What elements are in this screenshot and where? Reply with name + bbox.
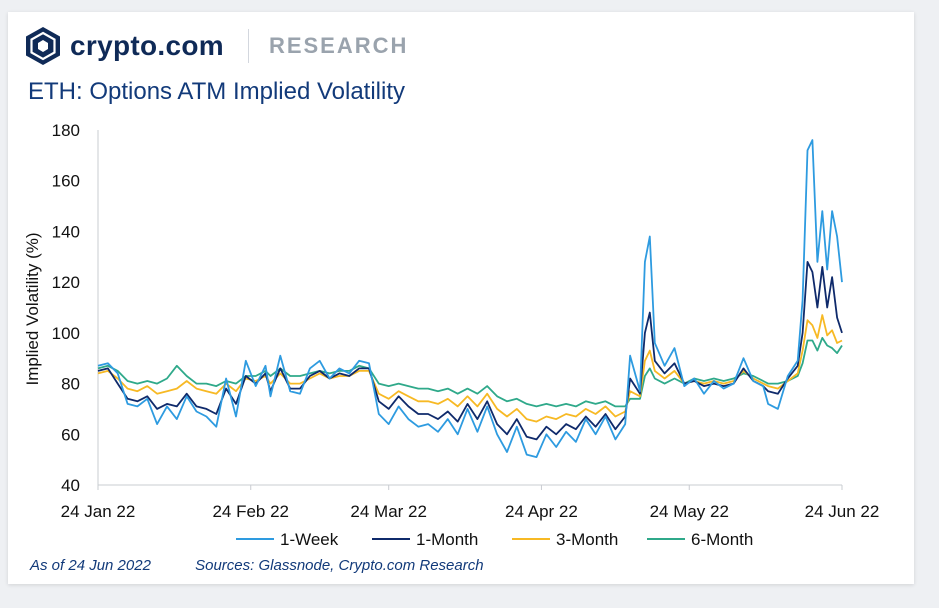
y-tick-label: 120 xyxy=(52,273,80,292)
legend-label: 3-Month xyxy=(556,530,618,549)
series-line-1-week xyxy=(97,139,843,458)
as-of-note: As of 24 Jun 2022 xyxy=(30,557,151,574)
line-chart: 40 60 80 100 120 140 160 180 24 Jan 22 24 Feb 22… xyxy=(23,121,880,549)
legend-item-1-week: 1-Week xyxy=(236,530,339,549)
header-divider xyxy=(247,29,249,63)
brand-name: crypto.com xyxy=(70,30,224,61)
research-label: RESEARCH xyxy=(268,33,409,58)
series-line-6-month xyxy=(97,337,843,408)
chart-card: crypto.com RESEARCH ETH: Options ATM Imp… xyxy=(8,12,914,584)
chart-title: ETH: Options ATM Implied Volatility xyxy=(28,78,406,105)
y-axis-label: Implied Volatility (%) xyxy=(23,232,42,385)
legend-label: 6-Month xyxy=(691,530,753,549)
y-tick-label: 80 xyxy=(61,375,80,394)
legend-label: 1-Month xyxy=(416,530,478,549)
legend-item-6-month: 6-Month xyxy=(647,530,753,549)
brand-header: crypto.com RESEARCH xyxy=(24,24,408,68)
y-tick-label: 100 xyxy=(52,324,80,343)
series-line-3-month xyxy=(97,314,843,423)
y-tick-label: 60 xyxy=(61,425,80,444)
legend: 1-Week 1-Month 3-Month 6-Month xyxy=(236,530,753,549)
x-axis: 24 Jan 22 24 Feb 22 24 Mar 22 24 Apr 22 24 M… xyxy=(61,484,880,521)
chart-series xyxy=(97,139,843,458)
legend-item-1-month: 1-Month xyxy=(372,530,478,549)
y-tick-label: 140 xyxy=(52,222,80,241)
x-tick-label: 24 Jun 22 xyxy=(805,502,880,521)
legend-item-3-month: 3-Month xyxy=(512,530,618,549)
x-tick-label: 24 Jan 22 xyxy=(61,502,136,521)
y-tick-label: 160 xyxy=(52,172,80,191)
y-tick-label: 180 xyxy=(52,121,80,140)
x-tick-label: 24 Mar 22 xyxy=(350,502,427,521)
footer: As of 24 Jun 2022 Sources: Glassnode, Cr… xyxy=(30,557,524,574)
y-tick-label: 40 xyxy=(61,476,80,495)
x-tick-label: 24 May 22 xyxy=(650,502,729,521)
y-axis: 40 60 80 100 120 140 160 180 xyxy=(52,121,99,495)
x-tick-label: 24 Feb 22 xyxy=(212,502,289,521)
sources-note: Sources: Glassnode, Crypto.com Research xyxy=(195,557,484,574)
legend-label: 1-Week xyxy=(280,530,339,549)
x-tick-label: 24 Apr 22 xyxy=(505,502,578,521)
crypto-com-logo-icon xyxy=(26,27,60,65)
